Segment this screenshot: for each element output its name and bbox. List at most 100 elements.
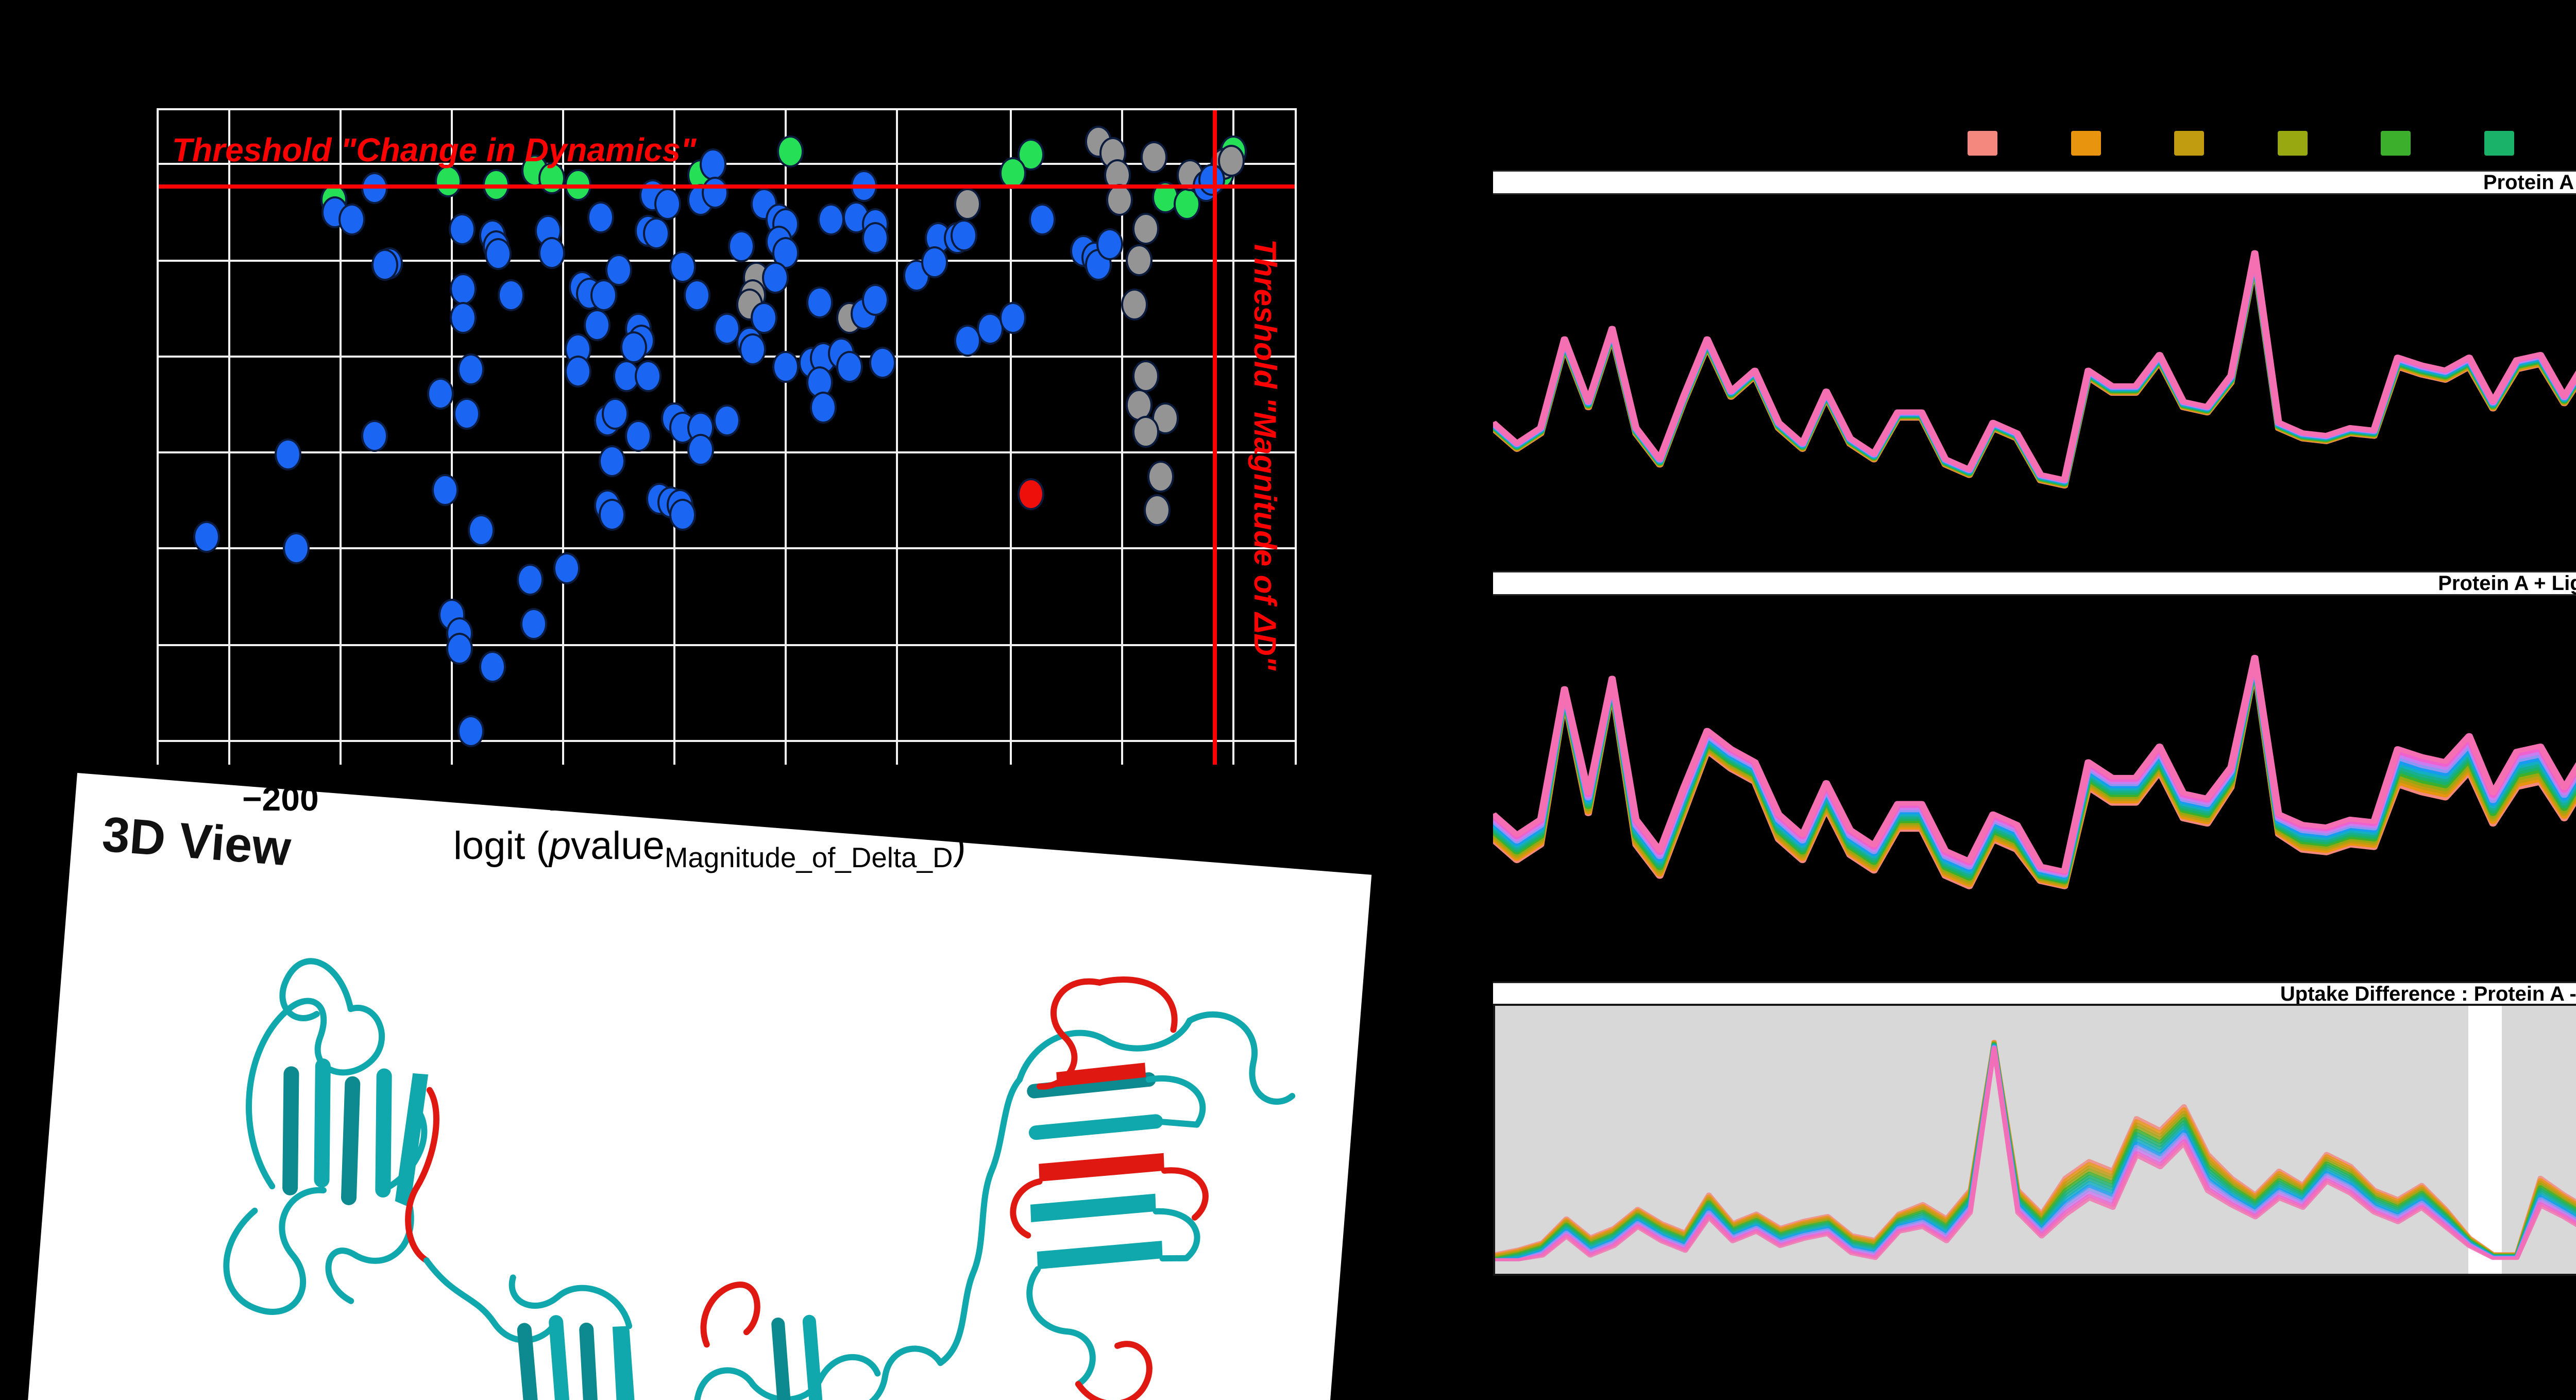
chart-title-text: Uptake Difference : Protein A - (Protein… bbox=[2280, 982, 2576, 1005]
peptide-point-b bbox=[275, 438, 302, 471]
peptide-point-y bbox=[1132, 415, 1160, 448]
peptide-point-b bbox=[564, 355, 591, 387]
axis-title-subscript: Magnitude_of_Delta_D bbox=[664, 841, 953, 874]
peptide-point-b bbox=[427, 377, 454, 410]
peptide-point-y bbox=[1132, 212, 1160, 245]
peptide-point-b bbox=[728, 230, 755, 263]
peptide-point-b bbox=[446, 633, 473, 665]
gridline-horizontal bbox=[159, 644, 1295, 647]
peptide-point-b bbox=[1029, 204, 1056, 236]
x-tick-label: −100 bbox=[528, 780, 605, 818]
gridline-horizontal bbox=[159, 739, 1295, 742]
peptide-point-g bbox=[999, 157, 1027, 189]
peptide-point-b bbox=[642, 217, 670, 249]
chart-protein-a-ligand bbox=[1493, 654, 2576, 889]
peptide-point-b bbox=[538, 237, 565, 269]
peptide-point-b bbox=[361, 420, 388, 452]
legend-swatch-orange bbox=[2071, 131, 2101, 156]
coverage-gap bbox=[2468, 1006, 2502, 1274]
peptide-point-b bbox=[587, 201, 614, 234]
legend-swatch-emerald bbox=[2484, 131, 2514, 156]
peptide-point-b bbox=[282, 532, 310, 564]
uptake-difference-lines bbox=[1495, 1039, 2576, 1261]
peptide-point-b bbox=[338, 204, 365, 236]
peptide-point-b bbox=[553, 552, 580, 584]
gridline-horizontal bbox=[159, 259, 1295, 262]
peptide-point-b bbox=[954, 325, 981, 357]
axis-title-p: p bbox=[549, 824, 571, 868]
threshold-magnitude-label: Threshold "Magnitude of ΔD" bbox=[1248, 239, 1282, 671]
chart-title-uptake-difference: Uptake Difference : Protein A - (Protein… bbox=[1493, 982, 2576, 1006]
x-tick-label: −200 bbox=[242, 780, 319, 818]
peptide-point-b bbox=[590, 279, 618, 312]
peptide-point-b bbox=[624, 420, 652, 452]
peptide-point-b bbox=[584, 309, 611, 341]
peptide-point-b bbox=[457, 715, 485, 748]
peptide-point-y bbox=[1125, 244, 1153, 276]
peptide-point-b bbox=[739, 333, 767, 365]
peptide-point-b bbox=[684, 279, 711, 312]
peptide-point-b bbox=[517, 563, 544, 596]
timepoint-legend bbox=[1968, 131, 2576, 157]
peptide-point-b bbox=[598, 498, 625, 531]
peptide-point-b bbox=[635, 360, 662, 392]
gridline-vertical bbox=[1232, 110, 1234, 765]
chart-title-text: Protein A bbox=[2483, 171, 2574, 194]
series-pink bbox=[1493, 654, 2576, 874]
threshold-line-horizontal bbox=[159, 184, 1295, 189]
3d-view-panel: 3D View bbox=[25, 773, 1372, 1400]
peptide-point-b bbox=[809, 391, 837, 424]
axis-title-suffix: ) bbox=[953, 824, 966, 868]
peptide-point-b bbox=[193, 521, 220, 553]
peptide-point-b bbox=[479, 650, 506, 683]
series-pink bbox=[1495, 1047, 2576, 1261]
gridline-horizontal bbox=[159, 356, 1295, 358]
axis-title-prefix: logit ( bbox=[453, 824, 549, 868]
peptide-point-b bbox=[862, 222, 889, 254]
peptide-point-b bbox=[598, 445, 625, 477]
volcano-x-axis-title: logit (pvalueMagnitude_of_Delta_D) bbox=[453, 823, 966, 874]
peptide-point-b bbox=[700, 148, 727, 181]
gridline-vertical bbox=[784, 110, 787, 765]
axis-title-word: value bbox=[571, 824, 665, 868]
peptide-point-b bbox=[818, 204, 845, 236]
gridline-vertical bbox=[896, 110, 899, 765]
peptide-point-y bbox=[1144, 494, 1171, 526]
peptide-point-b bbox=[702, 177, 729, 209]
peptide-point-b bbox=[431, 474, 459, 506]
peptide-point-b bbox=[520, 608, 547, 640]
peptide-point-g bbox=[435, 165, 462, 198]
peptide-point-b bbox=[836, 350, 863, 383]
peptide-point-y bbox=[1106, 183, 1133, 216]
gridline-vertical bbox=[1121, 110, 1123, 765]
peptide-point-b bbox=[468, 514, 495, 547]
chart-uptake-difference bbox=[1493, 1004, 2576, 1276]
volcano-plot: Threshold "Change in Dynamics" Threshold… bbox=[157, 108, 1297, 765]
series-magenta bbox=[1493, 655, 2576, 875]
peptide-point-y bbox=[1147, 461, 1174, 493]
peptide-point-b bbox=[713, 404, 740, 436]
peptide-point-b bbox=[772, 350, 800, 383]
peptide-point-b bbox=[862, 284, 889, 316]
gridline-vertical bbox=[562, 110, 564, 765]
gridline-vertical bbox=[450, 110, 453, 765]
gridline-horizontal bbox=[159, 451, 1295, 453]
peptide-point-b bbox=[457, 353, 485, 385]
peptide-point-b bbox=[602, 398, 629, 430]
peptide-point-b bbox=[620, 331, 647, 363]
peptide-point-b bbox=[687, 434, 714, 466]
gridline-vertical bbox=[1009, 110, 1012, 765]
peptide-point-y bbox=[1132, 360, 1160, 392]
peptide-point-b bbox=[869, 347, 896, 379]
gridline-vertical bbox=[339, 110, 342, 765]
peptide-point-b bbox=[713, 313, 740, 345]
gridline-horizontal bbox=[159, 162, 1295, 165]
peptide-point-b bbox=[999, 301, 1027, 334]
peptide-point-g bbox=[538, 162, 565, 195]
peptide-point-r bbox=[1018, 478, 1045, 511]
threshold-change-in-dynamics-label: Threshold "Change in Dynamics" bbox=[172, 131, 697, 168]
legend-swatch-dark-yellow bbox=[2174, 131, 2204, 156]
peptide-point-b bbox=[449, 301, 477, 334]
peptide-point-b bbox=[762, 262, 789, 294]
